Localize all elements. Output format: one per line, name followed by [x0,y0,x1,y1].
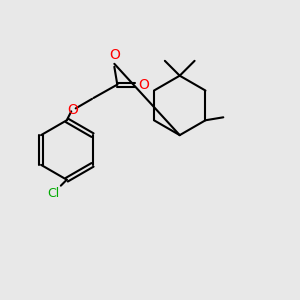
Text: O: O [67,103,78,117]
Text: O: O [138,78,149,92]
Text: Cl: Cl [47,187,59,200]
Text: O: O [109,48,120,62]
